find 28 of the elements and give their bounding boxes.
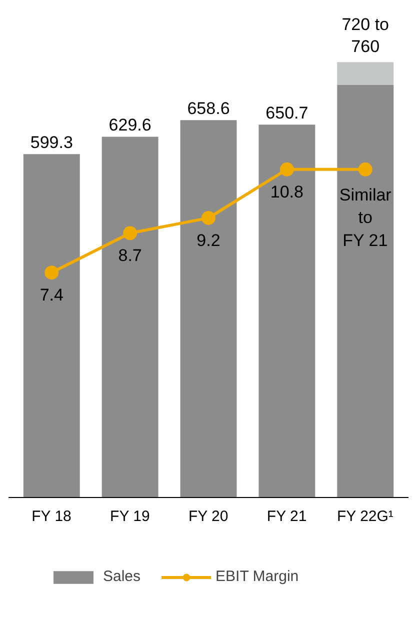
data-label: 10.8	[270, 182, 304, 202]
data-label: Similar to FY 21	[339, 185, 392, 250]
point	[202, 210, 216, 225]
legend-label: EBIT Margin	[216, 568, 299, 585]
x-tick-label: FY 19	[110, 508, 150, 526]
x-tick-label: FY 18	[32, 508, 72, 526]
legend-label: Sales	[103, 568, 141, 585]
bar	[23, 154, 80, 498]
x-tick-label: FY 20	[188, 508, 228, 526]
point	[280, 162, 294, 176]
bar	[337, 62, 394, 85]
data-label: 658.6	[187, 99, 230, 118]
data-label: 9.2	[196, 230, 220, 250]
data-label: 7.4	[40, 286, 64, 305]
data-label: 720 to 760	[342, 15, 389, 56]
x-tick-label: FY 22G¹	[337, 508, 394, 526]
point	[123, 226, 138, 240]
x-tick-label: FY 21	[266, 508, 307, 526]
data-label: 650.7	[266, 104, 308, 123]
data-label: 8.7	[118, 246, 142, 266]
bar	[102, 136, 158, 498]
point	[358, 162, 372, 176]
bar	[180, 120, 237, 498]
bar	[258, 124, 316, 498]
data-label: 599.3	[30, 133, 73, 152]
point	[44, 266, 59, 280]
data-label: 629.6	[108, 116, 152, 135]
bar	[337, 84, 394, 498]
